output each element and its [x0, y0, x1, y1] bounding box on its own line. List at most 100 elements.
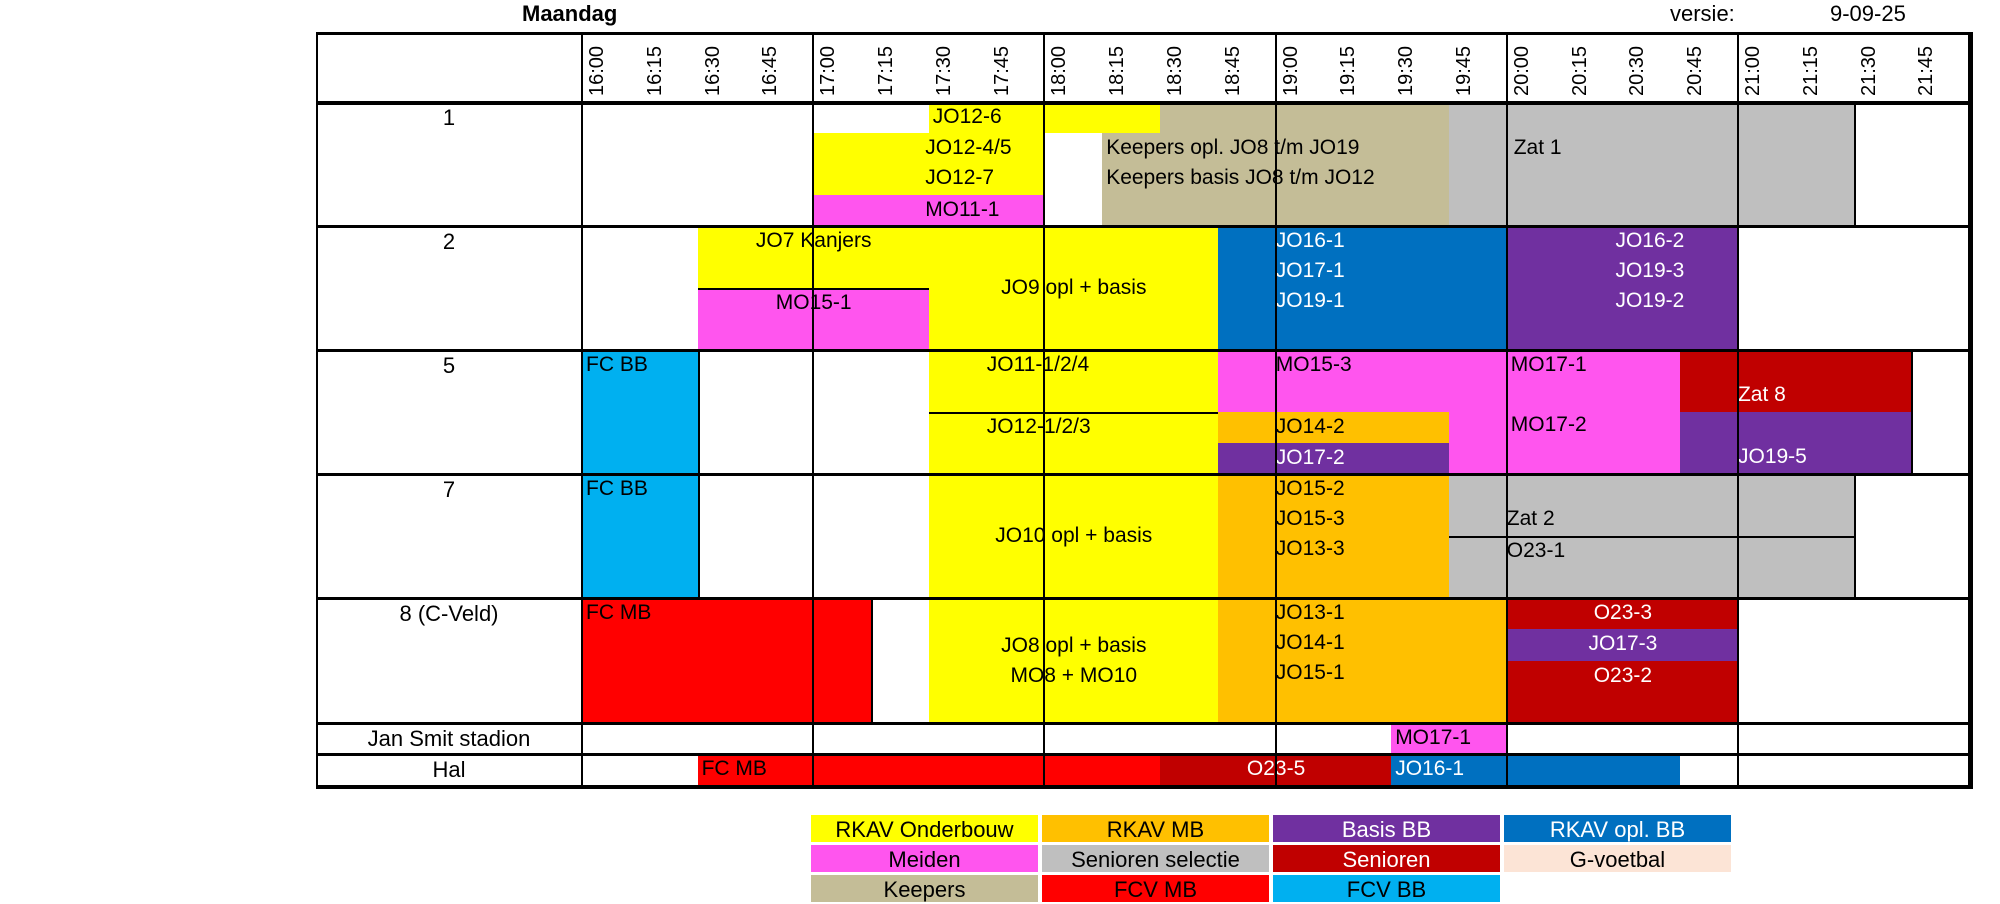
schedule-block: MO15-3 — [1217, 350, 1449, 412]
row-line — [316, 225, 1973, 228]
schedule-block: JO15-2 JO15-3 JO13-3 — [1217, 474, 1449, 598]
block-label: JO10 opl + basis — [995, 524, 1153, 547]
time-header: 19:30 — [1395, 45, 1418, 96]
time-header: 21:15 — [1799, 45, 1822, 96]
schedule-block: FC MB — [697, 754, 1160, 786]
time-header: 17:15 — [875, 45, 897, 96]
block-label: FC MB — [701, 757, 767, 780]
block-label — [1511, 380, 1677, 410]
time-header: 17:00 — [817, 45, 840, 96]
block-label: Keepers basis JO8 t/m JO12 — [1106, 166, 1375, 189]
schedule-block: O23-3 — [1506, 598, 1738, 630]
time-header: 18:30 — [1164, 45, 1186, 96]
block-label: JO19-3 — [1615, 259, 1685, 282]
block-label: MO15-3 — [1275, 353, 1352, 376]
divider-line — [871, 598, 873, 723]
border-line — [581, 32, 583, 786]
field-label: 8 (C-Veld) — [399, 601, 499, 626]
block-label: O23-3 — [1593, 601, 1653, 624]
time-header: 20:45 — [1684, 45, 1707, 96]
time-header: 19:15 — [1337, 45, 1360, 96]
time-header: 16:30 — [701, 45, 724, 96]
block-label — [1684, 350, 1908, 380]
hour-line — [1043, 32, 1046, 786]
block-label: JO14-1 — [1275, 631, 1345, 654]
block-label: JO13-1 — [1275, 601, 1345, 624]
schedule-block: Zat 2 — [1449, 474, 1854, 536]
schedule-block: JO17-2 — [1217, 443, 1449, 474]
legend-item: RKAV opl. BB — [1503, 814, 1732, 843]
block-label: O23-1 — [1506, 539, 1566, 562]
legend-item: Keepers — [810, 874, 1039, 903]
schedule-block: JO16-2 JO19-3 JO19-2 — [1506, 226, 1738, 350]
schedule-block: JO13-1 JO14-1 JO15-1 — [1217, 598, 1507, 723]
schedule-block: JO8 opl + basis MO8 + MO10 — [928, 598, 1218, 723]
schedule-block: JO11-1/2/4 — [928, 350, 1218, 412]
day-title: Maandag — [522, 1, 618, 26]
legend-item: RKAV MB — [1041, 814, 1270, 843]
hour-line — [1505, 32, 1508, 786]
block-label: MO17-1 — [1395, 726, 1472, 749]
time-header: 21:45 — [1915, 45, 1938, 96]
block-label: MO11-1 — [925, 198, 1000, 221]
block-label: FC BB — [586, 477, 648, 500]
time-header: 18:45 — [1221, 45, 1244, 96]
block-label: JO19-5 — [1737, 445, 1807, 468]
row-line — [316, 753, 1973, 756]
border-line — [316, 101, 1973, 105]
version-value: 9-09-25 — [1830, 1, 1906, 26]
block-label: JO16-1 — [1395, 757, 1465, 780]
time-header: 17:30 — [932, 45, 955, 96]
field-label: 5 — [442, 353, 456, 378]
time-header: 16:45 — [759, 45, 782, 96]
schedule-block: MO11-1 — [813, 195, 1045, 226]
block-label: JO17-1 — [1275, 259, 1345, 282]
border-line — [316, 32, 1973, 35]
legend-item: Senioren selectie — [1041, 844, 1270, 873]
block-label: FC MB — [586, 601, 652, 624]
schedule-block: Zat 8 — [1680, 350, 1912, 412]
divider-line — [1853, 102, 1856, 226]
divider-line — [697, 288, 929, 290]
block-label: JO8 opl + basis — [1001, 633, 1147, 657]
schedule-block: JO16-1 JO17-1 JO19-1 — [1217, 226, 1507, 350]
hour-line — [812, 32, 815, 786]
schedule-block: MO17-1 MO17-2 — [1506, 350, 1681, 474]
time-header: 20:15 — [1568, 45, 1591, 96]
schedule-block: JO19-5JO19-4 — [1680, 412, 1912, 474]
divider-line — [1853, 474, 1856, 598]
block-label — [1453, 474, 1851, 504]
schedule-block: FC BB — [582, 350, 698, 474]
schedule-block: JO10 opl + basis — [928, 474, 1218, 598]
schedule-block: JO12-1/2/3 — [928, 412, 1218, 474]
divider-line — [1911, 350, 1914, 474]
block-label: JO15-3 — [1275, 507, 1345, 530]
time-header: 20:30 — [1626, 45, 1649, 96]
schedule-block — [1449, 102, 1854, 226]
legend-item: FCV BB — [1272, 874, 1501, 903]
hour-line — [1968, 32, 1971, 786]
divider-line — [928, 412, 1218, 414]
block-label: JO17-2 — [1275, 446, 1345, 469]
block-label: JO15-2 — [1275, 477, 1345, 500]
block-label: JO9 opl + basis — [1001, 276, 1147, 299]
row-line — [316, 785, 1973, 789]
block-label — [1684, 412, 1908, 442]
time-header: 21:00 — [1742, 45, 1764, 96]
row-line — [316, 722, 1973, 725]
time-header: 16:00 — [586, 45, 608, 96]
block-label: JO19-1 — [1275, 289, 1345, 312]
schedule-block: JO12-4/5 JO12-7 — [813, 133, 1045, 195]
legend-item: Meiden — [810, 844, 1039, 873]
legend-item: Senioren — [1272, 844, 1501, 873]
schedule-block — [1506, 754, 1681, 786]
time-header: 18:15 — [1106, 45, 1129, 96]
block-label: JO17-3 — [1588, 632, 1658, 656]
row-line — [316, 473, 1973, 476]
legend-item: G-voetbal — [1503, 844, 1732, 873]
row-line — [316, 597, 1973, 600]
field-label: Jan Smit stadion — [367, 726, 531, 751]
time-header: 17:45 — [990, 45, 1013, 96]
schedule-block: FC BB — [582, 474, 698, 598]
